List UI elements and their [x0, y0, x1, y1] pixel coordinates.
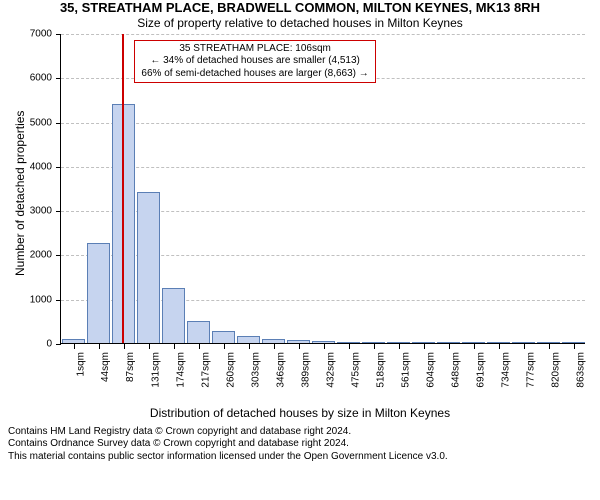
xtick-mark	[449, 344, 450, 349]
annotation-box: 35 STREATHAM PLACE: 106sqm ← 34% of deta…	[134, 40, 375, 84]
xtick-mark	[149, 344, 150, 349]
histogram-bar	[262, 339, 286, 343]
gridline	[61, 123, 585, 124]
xtick-mark	[499, 344, 500, 349]
xtick-label: 863sqm	[576, 352, 587, 388]
histogram-bar	[87, 243, 111, 343]
histogram-bar	[562, 342, 586, 343]
chart-area: Number of detached properties 35 STREATH…	[5, 34, 595, 404]
footer: Contains HM Land Registry data © Crown c…	[0, 420, 600, 466]
xtick-mark	[574, 344, 575, 349]
histogram-bar	[312, 341, 336, 343]
xtick-mark	[274, 344, 275, 349]
histogram-bar	[162, 288, 186, 343]
ytick-label: 5000	[5, 117, 52, 128]
ytick-label: 2000	[5, 250, 52, 261]
histogram-bar	[137, 192, 161, 343]
xtick-label: 389sqm	[301, 352, 312, 388]
xtick-label: 346sqm	[276, 352, 287, 388]
x-axis-label: Distribution of detached houses by size …	[0, 406, 600, 420]
histogram-bar	[237, 336, 261, 343]
ytick-mark	[56, 34, 61, 35]
ytick-mark	[56, 167, 61, 168]
histogram-bar	[287, 340, 311, 343]
xtick-mark	[424, 344, 425, 349]
xtick-label: 303sqm	[251, 352, 262, 388]
xtick-mark	[199, 344, 200, 349]
ytick-label: 4000	[5, 161, 52, 172]
annotation-line2: ← 34% of detached houses are smaller (4,…	[141, 55, 368, 68]
histogram-bar	[387, 342, 411, 343]
annotation-line3: 66% of semi-detached houses are larger (…	[141, 68, 368, 81]
xtick-mark	[224, 344, 225, 349]
xtick-label: 820sqm	[551, 352, 562, 388]
xtick-label: 44sqm	[101, 352, 112, 382]
histogram-bar	[337, 342, 361, 343]
chart-subtitle: Size of property relative to detached ho…	[0, 16, 600, 30]
histogram-bar	[187, 321, 211, 343]
xtick-mark	[324, 344, 325, 349]
xtick-mark	[524, 344, 525, 349]
ytick-mark	[56, 78, 61, 79]
annotation-line1: 35 STREATHAM PLACE: 106sqm	[141, 43, 368, 56]
histogram-bar	[462, 342, 486, 343]
footer-line3: This material contains public sector inf…	[8, 451, 592, 464]
gridline	[61, 34, 585, 35]
xtick-label: 174sqm	[176, 352, 187, 388]
xtick-label: 432sqm	[326, 352, 337, 388]
marker-line	[122, 34, 124, 343]
histogram-bar	[487, 342, 511, 343]
xtick-label: 691sqm	[476, 352, 487, 388]
ytick-label: 0	[5, 338, 52, 349]
xtick-mark	[299, 344, 300, 349]
xtick-mark	[349, 344, 350, 349]
xtick-mark	[249, 344, 250, 349]
xtick-label: 648sqm	[451, 352, 462, 388]
histogram-bar	[437, 342, 461, 343]
xtick-label: 217sqm	[201, 352, 212, 388]
xtick-mark	[374, 344, 375, 349]
xtick-label: 475sqm	[351, 352, 362, 388]
xtick-label: 1sqm	[76, 352, 87, 376]
histogram-bar	[62, 339, 86, 343]
xtick-label: 260sqm	[226, 352, 237, 388]
xtick-label: 518sqm	[376, 352, 387, 388]
ytick-mark	[56, 123, 61, 124]
xtick-label: 604sqm	[426, 352, 437, 388]
histogram-bar	[212, 331, 236, 343]
chart-title: 35, STREATHAM PLACE, BRADWELL COMMON, MI…	[0, 0, 600, 16]
histogram-bar	[412, 342, 436, 343]
footer-line1: Contains HM Land Registry data © Crown c…	[8, 426, 592, 439]
xtick-label: 734sqm	[501, 352, 512, 388]
ytick-mark	[56, 255, 61, 256]
ytick-mark	[56, 211, 61, 212]
gridline	[61, 167, 585, 168]
footer-line2: Contains Ordnance Survey data © Crown co…	[8, 438, 592, 451]
xtick-mark	[74, 344, 75, 349]
ytick-mark	[56, 300, 61, 301]
xtick-label: 87sqm	[126, 352, 137, 382]
xtick-mark	[174, 344, 175, 349]
xtick-mark	[99, 344, 100, 349]
histogram-bar	[512, 342, 536, 343]
xtick-label: 561sqm	[401, 352, 412, 388]
xtick-mark	[474, 344, 475, 349]
ytick-mark	[56, 344, 61, 345]
xtick-mark	[124, 344, 125, 349]
xtick-label: 131sqm	[151, 352, 162, 388]
xtick-mark	[549, 344, 550, 349]
ytick-label: 6000	[5, 73, 52, 84]
xtick-mark	[399, 344, 400, 349]
xtick-label: 777sqm	[526, 352, 537, 388]
ytick-label: 7000	[5, 28, 52, 39]
ytick-label: 1000	[5, 294, 52, 305]
histogram-bar	[362, 342, 386, 343]
histogram-bar	[537, 342, 561, 343]
ytick-label: 3000	[5, 206, 52, 217]
plot-area: 35 STREATHAM PLACE: 106sqm ← 34% of deta…	[60, 34, 585, 344]
